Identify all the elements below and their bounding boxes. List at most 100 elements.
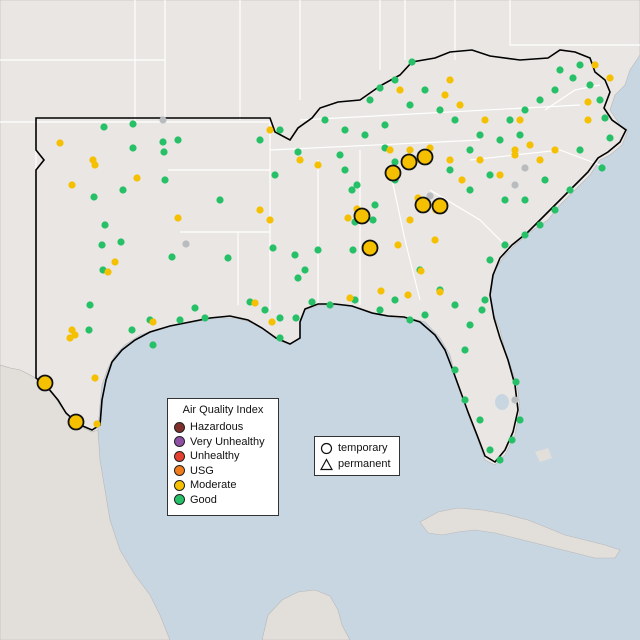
station-good[interactable]	[556, 66, 564, 74]
station-good[interactable]	[421, 86, 429, 94]
station-moderate[interactable]	[406, 146, 414, 154]
station-good[interactable]	[376, 306, 384, 314]
station-good[interactable]	[466, 186, 474, 194]
station-good[interactable]	[292, 314, 300, 322]
station-moderate[interactable]	[481, 116, 489, 124]
station-good[interactable]	[596, 96, 604, 104]
station-good[interactable]	[512, 378, 520, 386]
station-good[interactable]	[201, 314, 209, 322]
station-good[interactable]	[516, 416, 524, 424]
station-good[interactable]	[269, 244, 277, 252]
station-moderate[interactable]	[606, 74, 614, 82]
station-good[interactable]	[129, 120, 137, 128]
station-good[interactable]	[349, 246, 357, 254]
station-no-data[interactable]	[511, 396, 519, 404]
station-moderate[interactable]	[93, 420, 101, 428]
station-moderate[interactable]	[551, 146, 559, 154]
station-good[interactable]	[536, 96, 544, 104]
station-good[interactable]	[586, 81, 594, 89]
station-good[interactable]	[128, 326, 136, 334]
station-good[interactable]	[481, 296, 489, 304]
station-good[interactable]	[536, 221, 544, 229]
station-moderate[interactable]	[436, 288, 444, 296]
station-good[interactable]	[85, 326, 93, 334]
station-good[interactable]	[466, 146, 474, 154]
station-good[interactable]	[301, 266, 309, 274]
station-good[interactable]	[276, 126, 284, 134]
station-good[interactable]	[486, 171, 494, 179]
station-good[interactable]	[369, 216, 377, 224]
station-good[interactable]	[256, 136, 264, 144]
station-good[interactable]	[461, 396, 469, 404]
station-good[interactable]	[291, 251, 299, 259]
station-good[interactable]	[576, 61, 584, 69]
station-moderate[interactable]	[591, 61, 599, 69]
station-good[interactable]	[294, 148, 302, 156]
station-moderate[interactable]	[133, 174, 141, 182]
station-moderate[interactable]	[91, 161, 99, 169]
station-moderate[interactable]	[71, 331, 79, 339]
station-moderate[interactable]	[511, 151, 519, 159]
station-no-data[interactable]	[511, 181, 519, 189]
station-good[interactable]	[336, 151, 344, 159]
station-good[interactable]	[421, 311, 429, 319]
station-moderate[interactable]	[68, 181, 76, 189]
station-good[interactable]	[261, 306, 269, 314]
station-moderate[interactable]	[456, 101, 464, 109]
station-good[interactable]	[276, 334, 284, 342]
station-moderate[interactable]	[268, 318, 276, 326]
station-moderate[interactable]	[441, 91, 449, 99]
station-moderate[interactable]	[149, 318, 157, 326]
station-moderate[interactable]	[56, 139, 64, 147]
station-good[interactable]	[381, 121, 389, 129]
temporary-station-moderate[interactable]	[36, 374, 54, 392]
station-moderate[interactable]	[536, 156, 544, 164]
station-good[interactable]	[476, 131, 484, 139]
temporary-station-moderate[interactable]	[414, 196, 432, 214]
station-good[interactable]	[516, 131, 524, 139]
station-good[interactable]	[366, 96, 374, 104]
station-good[interactable]	[478, 306, 486, 314]
station-good[interactable]	[391, 158, 399, 166]
station-no-data[interactable]	[521, 164, 529, 172]
station-good[interactable]	[541, 176, 549, 184]
station-good[interactable]	[406, 316, 414, 324]
station-moderate[interactable]	[458, 176, 466, 184]
station-good[interactable]	[294, 274, 302, 282]
station-moderate[interactable]	[104, 268, 112, 276]
station-good[interactable]	[168, 253, 176, 261]
station-good[interactable]	[466, 321, 474, 329]
station-moderate[interactable]	[256, 206, 264, 214]
station-moderate[interactable]	[314, 161, 322, 169]
station-good[interactable]	[506, 116, 514, 124]
station-moderate[interactable]	[431, 236, 439, 244]
station-moderate[interactable]	[111, 258, 119, 266]
station-moderate[interactable]	[266, 216, 274, 224]
station-good[interactable]	[348, 186, 356, 194]
station-moderate[interactable]	[251, 299, 259, 307]
station-good[interactable]	[598, 164, 606, 172]
station-moderate[interactable]	[296, 156, 304, 164]
station-good[interactable]	[308, 298, 316, 306]
station-good[interactable]	[376, 84, 384, 92]
station-good[interactable]	[569, 74, 577, 82]
station-moderate[interactable]	[476, 156, 484, 164]
station-good[interactable]	[551, 206, 559, 214]
station-good[interactable]	[160, 148, 168, 156]
temporary-station-moderate[interactable]	[353, 207, 371, 225]
station-no-data[interactable]	[182, 240, 190, 248]
station-good[interactable]	[161, 176, 169, 184]
station-good[interactable]	[496, 136, 504, 144]
station-good[interactable]	[521, 231, 529, 239]
station-moderate[interactable]	[526, 141, 534, 149]
station-good[interactable]	[606, 134, 614, 142]
station-moderate[interactable]	[174, 214, 182, 222]
station-good[interactable]	[191, 304, 199, 312]
temporary-station-moderate[interactable]	[384, 164, 402, 182]
station-good[interactable]	[117, 238, 125, 246]
station-moderate[interactable]	[406, 216, 414, 224]
station-good[interactable]	[321, 116, 329, 124]
station-moderate[interactable]	[266, 126, 274, 134]
station-good[interactable]	[521, 106, 529, 114]
station-no-data[interactable]	[426, 192, 434, 200]
